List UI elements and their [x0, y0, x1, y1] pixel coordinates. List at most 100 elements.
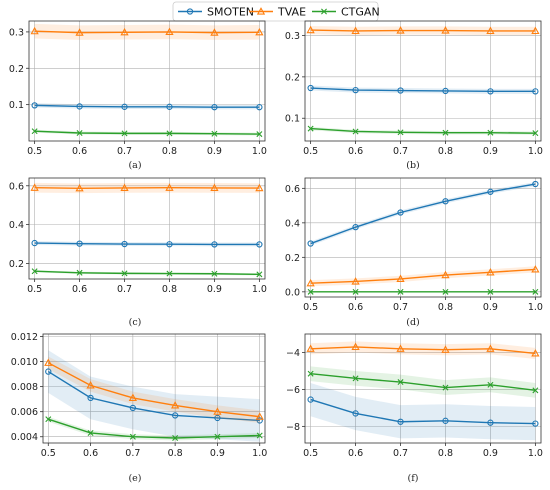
x-tick-label: 0.8 — [168, 448, 183, 459]
axes-frame — [304, 333, 542, 444]
point-tvae — [171, 401, 180, 409]
point-smoten — [121, 103, 128, 110]
point-ctgan — [31, 128, 38, 135]
y-tick-label: 0.4 — [9, 220, 24, 231]
point-ctgan — [532, 130, 539, 137]
point-smoten — [76, 240, 83, 247]
point-ctgan — [307, 125, 314, 132]
point-tvae — [396, 274, 405, 283]
point-smoten — [307, 240, 314, 247]
point-tvae — [351, 342, 360, 351]
series-line-tvae — [34, 187, 260, 189]
x-tick-label: 1.0 — [528, 146, 543, 157]
panel-caption: (a) — [128, 160, 141, 171]
point-ctgan — [121, 270, 128, 277]
point-smoten — [352, 224, 359, 231]
point-ctgan — [172, 435, 179, 441]
point-smoten — [352, 86, 359, 94]
axes-frame — [28, 177, 266, 280]
legend-frame — [172, 1, 379, 22]
point-ctgan — [214, 433, 221, 440]
series-line-ctgan — [34, 270, 260, 276]
point-ctgan — [352, 128, 359, 135]
point-tvae — [441, 26, 450, 34]
point-smoten — [31, 102, 38, 109]
band-smoten — [310, 181, 536, 246]
point-tvae — [531, 26, 540, 35]
point-tvae — [120, 183, 129, 192]
point-smoten — [171, 412, 179, 419]
x-tick-label: 0.7 — [393, 448, 408, 459]
point-ctgan — [166, 270, 173, 277]
y-tick-label: 0.2 — [9, 64, 24, 75]
y-tick-label: 0.3 — [9, 27, 24, 38]
x-tick-label: 0.5 — [303, 302, 318, 313]
point-ctgan — [211, 130, 218, 137]
point-ctgan — [129, 433, 136, 440]
series-line-smoten — [310, 87, 536, 93]
point-smoten — [532, 180, 539, 188]
series-line-tvae — [310, 29, 536, 32]
point-tvae — [213, 407, 222, 415]
point-smoten — [532, 420, 539, 427]
y-tick-label: 0.6 — [285, 184, 300, 195]
point-smoten — [76, 103, 83, 110]
point-ctgan — [31, 268, 38, 275]
point-tvae — [165, 183, 174, 191]
point-smoten — [397, 209, 404, 216]
point-tvae — [165, 27, 174, 36]
legend-label-ctgan: CTGAN — [341, 6, 380, 19]
x-tick-label: 0.8 — [438, 448, 453, 459]
x-tick-label: 0.6 — [72, 146, 87, 157]
chart-panels: 0.5 0.6 0.7 0.8 0.9 1.00.10.20.3(a)0.5 0.6 0.7 0… — [9, 20, 543, 484]
series-line-smoten — [34, 104, 260, 108]
x-tick-label: 0.6 — [72, 284, 87, 295]
point-tvae — [351, 26, 360, 35]
point-ctgan — [487, 288, 494, 295]
series-line-tvae — [47, 362, 260, 418]
x-tick-label: 0.9 — [207, 146, 222, 157]
point-ctgan — [211, 270, 218, 277]
point-tvae — [210, 183, 219, 192]
x-tick-label: 0.9 — [483, 302, 498, 313]
series-line-smoten — [47, 370, 260, 422]
point-ctgan — [487, 381, 494, 388]
series-line-ctgan — [34, 130, 260, 135]
point-tvae — [255, 183, 264, 192]
legend-marker-ctgan — [321, 8, 327, 15]
point-tvae — [531, 349, 540, 357]
point-ctgan — [45, 416, 52, 423]
x-tick-label: 0.7 — [125, 448, 140, 459]
point-ctgan — [76, 269, 83, 276]
point-tvae — [531, 265, 540, 273]
x-tick-label: 0.5 — [41, 448, 56, 459]
y-tick-label: 0.4 — [285, 218, 300, 229]
point-smoten — [397, 87, 404, 94]
legend: SMOTEN TVAE CTGAN — [172, 1, 380, 22]
point-smoten — [214, 414, 221, 422]
panel-caption: (e) — [128, 473, 141, 484]
x-tick-label: 1.0 — [528, 302, 543, 313]
x-tick-label: 1.0 — [252, 284, 267, 295]
point-tvae — [486, 268, 495, 276]
point-tvae — [120, 27, 129, 36]
y-tick-label: 0.2 — [9, 259, 24, 270]
point-tvae — [75, 28, 84, 36]
panel-e: 0.5 0.6 0.7 0.8 0.9 1.0 0.004 0.006 0.008 0.010 0.… — [11, 332, 267, 484]
point-smoten — [487, 188, 494, 195]
legend-marker-smoten — [186, 8, 194, 15]
band-smoten — [48, 350, 260, 442]
x-tick-label: 0.5 — [303, 146, 318, 157]
point-smoten — [211, 104, 218, 111]
point-smoten — [211, 241, 218, 248]
x-tick-label: 0.5 — [27, 284, 42, 295]
point-tvae — [306, 278, 315, 287]
series-line-smoten — [310, 183, 536, 245]
panel-b: 0.5 0.6 0.7 0.8 0.9 1.0 0.1 0.2 0.3 (b) — [285, 20, 543, 171]
panel-caption: (c) — [129, 317, 142, 328]
point-ctgan — [397, 379, 404, 386]
panel-caption: (b) — [406, 160, 420, 171]
point-smoten — [87, 394, 94, 402]
point-tvae — [128, 393, 137, 402]
